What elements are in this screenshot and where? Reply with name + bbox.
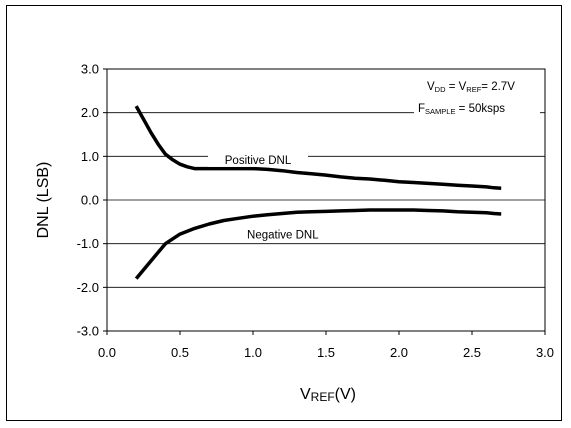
- ann2-a: F: [418, 103, 425, 115]
- x-axis-title-main: V: [300, 386, 311, 403]
- label-positive-dnl: Positive DNL: [225, 155, 292, 167]
- series-label-bg: [232, 225, 333, 242]
- series-line-positive-dnl: [134, 105, 502, 190]
- y-tick-label: -1.0: [77, 236, 99, 251]
- ann1-a: V: [427, 81, 435, 93]
- x-tick-label: 1.0: [244, 345, 262, 360]
- x-tick-label: 2.0: [390, 345, 408, 360]
- y-tick-label: 0.0: [81, 193, 99, 208]
- annotation-fsample: FSAMPLE = 50ksps: [418, 103, 505, 116]
- x-tick-label: 0.0: [98, 345, 116, 360]
- grid-lines: [107, 112, 545, 288]
- axis-ticks: 3.0 2.0 1.0 0.0 -1.0 -2.0 -3.0 0.0 0.5 1.0 1.5 2.0 2…: [77, 62, 554, 361]
- y-tick-label: 2.0: [81, 105, 99, 120]
- label-negative-dnl: Negative DNL: [247, 230, 319, 242]
- ann2-rest: = 50ksps: [455, 103, 505, 115]
- y-axis-title: DNL (LSB): [35, 162, 52, 239]
- series-label-bg: [208, 150, 308, 167]
- annotation-vdd: VDD = VREF= 2.7V: [427, 81, 515, 94]
- annotation-bg-2: [414, 98, 540, 116]
- series-group: [134, 105, 502, 280]
- ann1-b-sub: REF: [466, 85, 481, 94]
- y-tick-label: 1.0: [81, 149, 99, 164]
- ann2-a-sub: SAMPLE: [425, 107, 455, 116]
- series-labels: Positive DNL Negative DNL: [208, 150, 333, 242]
- x-tick-label: 3.0: [536, 345, 554, 360]
- y-tick-label: 3.0: [81, 62, 99, 77]
- x-axis-title: VREF(V): [300, 386, 356, 404]
- x-axis-title-suffix: (V): [335, 386, 356, 403]
- annotation-bg-1: [422, 76, 540, 94]
- ann1-rest: = 2.7V: [481, 81, 515, 93]
- ann1-eq: = V: [446, 81, 467, 93]
- chart-frame: [6, 5, 562, 421]
- x-tick-label: 0.5: [171, 345, 189, 360]
- x-axis-title-sub: REF: [311, 390, 335, 404]
- x-tick-label: 2.5: [463, 345, 481, 360]
- ann1-a-sub: DD: [435, 85, 446, 94]
- series-line-negative-dnl: [134, 208, 502, 280]
- y-tick-label: -3.0: [77, 324, 99, 339]
- x-tick-label: 1.5: [317, 345, 335, 360]
- y-tick-label: -2.0: [77, 280, 99, 295]
